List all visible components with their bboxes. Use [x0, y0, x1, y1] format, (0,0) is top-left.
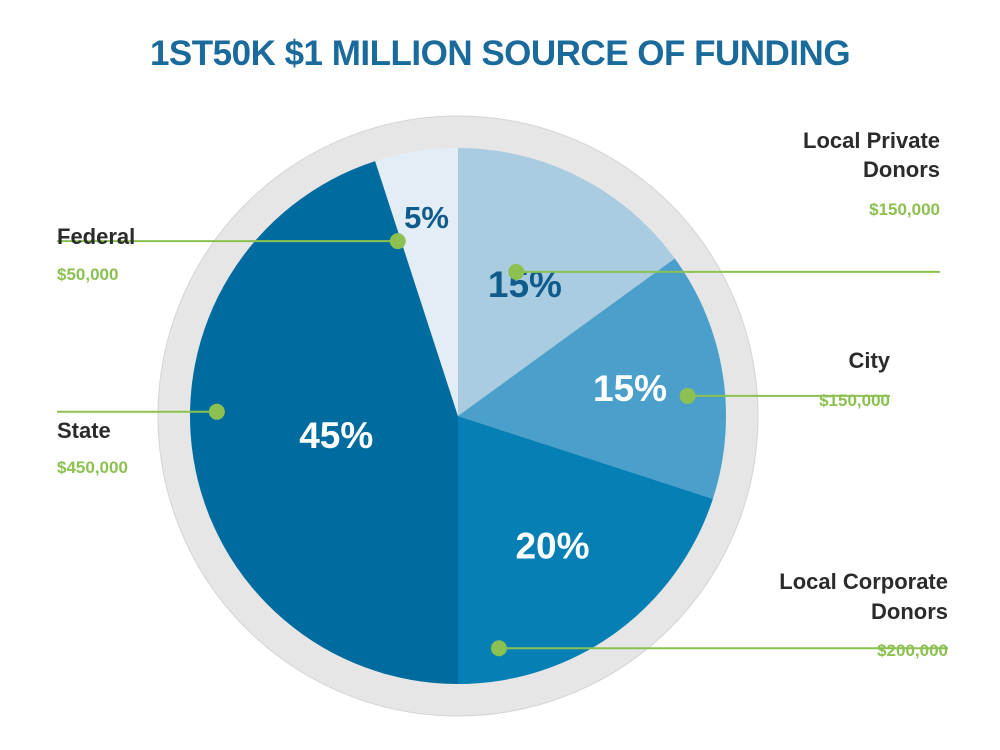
- pie-slices: 15% 15% 20% 45% 5%: [190, 148, 726, 685]
- slice-name-label: City: [848, 348, 890, 373]
- slice-amount-label: $150,000: [869, 200, 940, 219]
- slice-amount-label: $50,000: [57, 265, 118, 284]
- slice-name-label: Federal: [57, 224, 135, 249]
- pie-slice: [458, 148, 675, 416]
- leader-dot: [208, 403, 225, 420]
- slice-percent-label: 20%: [515, 526, 589, 567]
- slice-name-label: Donors: [871, 599, 948, 624]
- pie-slice: [190, 161, 458, 685]
- slice-amount-label: $150,000: [819, 391, 890, 410]
- slice-percent-label: 45%: [299, 415, 373, 456]
- pie-slice: [375, 148, 458, 416]
- slice-labels: Local Private Donors $150,000 City $150,000 L…: [57, 128, 948, 660]
- leader-dot: [389, 233, 406, 250]
- slice-name-label: Local Corporate: [779, 569, 948, 594]
- slice-percent-label: 5%: [404, 200, 449, 235]
- leader-dot: [679, 387, 696, 404]
- slice-percent-label: 15%: [488, 264, 562, 305]
- slice-percent-label: 15%: [593, 368, 667, 409]
- chart-title: 1ST50K $1 MILLION SOURCE OF FUNDING: [149, 34, 851, 73]
- leader-dot: [490, 640, 507, 657]
- slice-amount-label: $450,000: [57, 458, 128, 477]
- slice-name-label: Donors: [863, 157, 940, 182]
- slice-amount-label: $200,000: [877, 641, 948, 660]
- pie-slice: [458, 416, 713, 684]
- leader-dot: [508, 263, 525, 280]
- slice-name-label: Local Private: [803, 128, 940, 153]
- pie-slice: [458, 258, 726, 499]
- slice-name-label: State: [57, 418, 111, 443]
